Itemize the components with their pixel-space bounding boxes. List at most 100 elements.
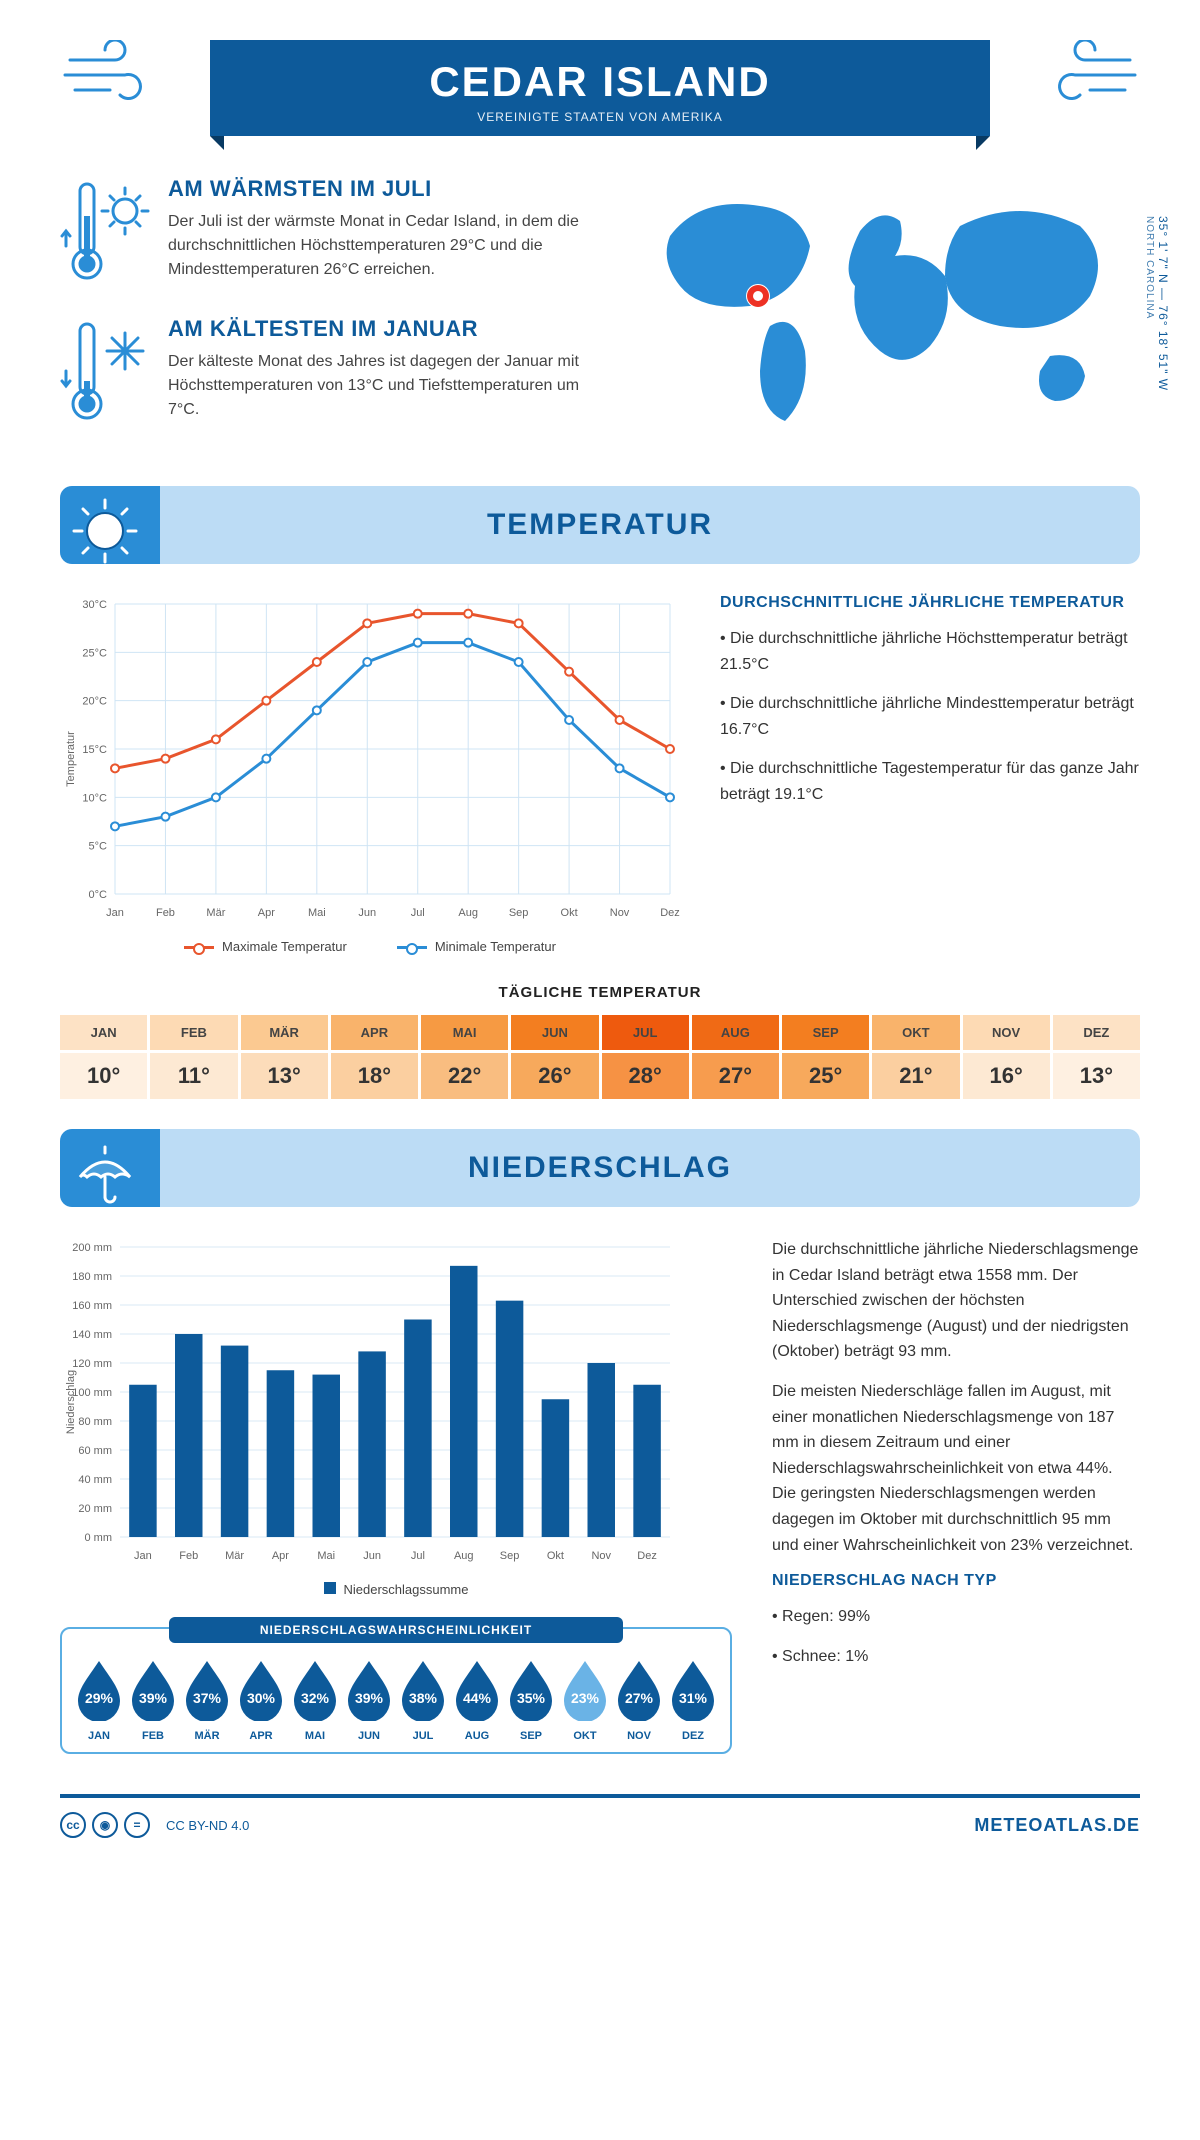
svg-text:Apr: Apr <box>258 907 275 919</box>
daily-head-cell: MAI <box>421 1015 508 1050</box>
svg-text:Okt: Okt <box>561 907 578 919</box>
precip-drop: 30%APR <box>234 1657 288 1742</box>
svg-text:37%: 37% <box>193 1690 222 1706</box>
daily-temp-title: TÄGLICHE TEMPERATUR <box>60 984 1140 1001</box>
svg-text:180 mm: 180 mm <box>72 1271 112 1283</box>
daily-head-cell: APR <box>331 1015 418 1050</box>
temp-legend: Maximale Temperatur Minimale Temperatur <box>60 939 680 954</box>
svg-text:Dez: Dez <box>660 907 680 919</box>
svg-text:Aug: Aug <box>454 1550 474 1562</box>
svg-text:0 mm: 0 mm <box>85 1532 113 1544</box>
svg-text:Nov: Nov <box>610 907 630 919</box>
daily-head-cell: JUL <box>602 1015 689 1050</box>
daily-value-cell: 11° <box>150 1053 237 1099</box>
svg-text:Sep: Sep <box>509 907 529 919</box>
warmest-fact: AM WÄRMSTEN IM JULI Der Juli ist der wär… <box>60 176 580 286</box>
svg-text:15°C: 15°C <box>82 744 107 756</box>
thermometer-hot-icon <box>60 176 150 286</box>
precip-drop: 39%JUN <box>342 1657 396 1742</box>
precip-drop: 39%FEB <box>126 1657 180 1742</box>
svg-text:Feb: Feb <box>156 907 175 919</box>
precip-drop: 27%NOV <box>612 1657 666 1742</box>
legend-min: Minimale Temperatur <box>435 939 556 954</box>
svg-text:Mai: Mai <box>317 1550 335 1562</box>
svg-text:23%: 23% <box>571 1690 600 1706</box>
temperature-title: TEMPERATUR <box>487 508 713 541</box>
header-row: CEDAR ISLAND VEREINIGTE STAATEN VON AMER… <box>60 40 1140 136</box>
svg-text:200 mm: 200 mm <box>72 1242 112 1254</box>
precip-drop: 35%SEP <box>504 1657 558 1742</box>
cc-icon: cc <box>60 1812 86 1838</box>
svg-text:40 mm: 40 mm <box>78 1474 112 1486</box>
svg-text:39%: 39% <box>355 1690 384 1706</box>
svg-text:Aug: Aug <box>458 907 478 919</box>
svg-text:0°C: 0°C <box>89 889 108 901</box>
precip-drop: 31%DEZ <box>666 1657 720 1742</box>
coldest-title: AM KÄLTESTEN IM JANUAR <box>168 316 580 342</box>
svg-text:Mär: Mär <box>225 1550 244 1562</box>
daily-value-cell: 22° <box>421 1053 508 1099</box>
precip-drop: 38%JUL <box>396 1657 450 1742</box>
svg-text:30°C: 30°C <box>82 599 107 611</box>
svg-text:100 mm: 100 mm <box>72 1387 112 1399</box>
daily-head-cell: NOV <box>963 1015 1050 1050</box>
daily-head-cell: FEB <box>150 1015 237 1050</box>
precip-type-head: NIEDERSCHLAG NACH TYP <box>772 1572 1140 1590</box>
world-map <box>620 176 1140 436</box>
svg-text:39%: 39% <box>139 1690 168 1706</box>
svg-text:Apr: Apr <box>272 1550 289 1562</box>
page-subtitle: VEREINIGTE STAATEN VON AMERIKA <box>210 110 990 124</box>
svg-text:Jan: Jan <box>106 907 124 919</box>
svg-text:Nov: Nov <box>591 1550 611 1562</box>
daily-value-cell: 10° <box>60 1053 147 1099</box>
daily-head-cell: SEP <box>782 1015 869 1050</box>
warmest-body: Der Juli ist der wärmste Monat in Cedar … <box>168 210 580 282</box>
svg-text:31%: 31% <box>679 1690 708 1706</box>
svg-text:80 mm: 80 mm <box>78 1416 112 1428</box>
daily-value-cell: 16° <box>963 1053 1050 1099</box>
svg-text:Feb: Feb <box>179 1550 198 1562</box>
svg-text:38%: 38% <box>409 1690 438 1706</box>
precipitation-title: NIEDERSCHLAG <box>468 1151 732 1184</box>
svg-text:5°C: 5°C <box>89 841 108 853</box>
cc-license: cc ◉ = CC BY-ND 4.0 <box>60 1812 249 1838</box>
daily-value-cell: 13° <box>241 1053 328 1099</box>
coord-state: NORTH CAROLINA <box>1144 216 1155 319</box>
temp-bullet-1: • Die durchschnittliche jährliche Höchst… <box>720 626 1140 677</box>
svg-text:120 mm: 120 mm <box>72 1358 112 1370</box>
svg-text:Jun: Jun <box>358 907 376 919</box>
page-title: CEDAR ISLAND <box>210 58 990 106</box>
daily-value-cell: 21° <box>872 1053 959 1099</box>
precip-type-1: • Regen: 99% <box>772 1604 1140 1630</box>
svg-text:20 mm: 20 mm <box>78 1503 112 1515</box>
warmest-title: AM WÄRMSTEN IM JULI <box>168 176 580 202</box>
precip-prob-title: NIEDERSCHLAGSWAHRSCHEINLICHKEIT <box>169 1617 623 1643</box>
svg-text:Temperatur: Temperatur <box>65 731 77 787</box>
coldest-fact: AM KÄLTESTEN IM JANUAR Der kälteste Mona… <box>60 316 580 426</box>
by-icon: ◉ <box>92 1812 118 1838</box>
temp-bullet-3: • Die durchschnittliche Tagestemperatur … <box>720 756 1140 807</box>
svg-text:Mär: Mär <box>206 907 225 919</box>
svg-text:Okt: Okt <box>547 1550 564 1562</box>
precip-probability-box: NIEDERSCHLAGSWAHRSCHEINLICHKEIT 29%JAN39… <box>60 1627 732 1754</box>
daily-value-cell: 13° <box>1053 1053 1140 1099</box>
temp-summary-heading: DURCHSCHNITTLICHE JÄHRLICHE TEMPERATUR <box>720 594 1140 612</box>
coldest-body: Der kälteste Monat des Jahres ist dagege… <box>168 350 580 422</box>
umbrella-icon <box>70 1139 140 1207</box>
precip-drop: 29%JAN <box>72 1657 126 1742</box>
footer: cc ◉ = CC BY-ND 4.0 METEOATLAS.DE <box>60 1794 1140 1838</box>
svg-text:Niederschlag: Niederschlag <box>65 1370 77 1434</box>
daily-value-cell: 28° <box>602 1053 689 1099</box>
svg-text:60 mm: 60 mm <box>78 1445 112 1457</box>
svg-text:140 mm: 140 mm <box>72 1329 112 1341</box>
svg-text:160 mm: 160 mm <box>72 1300 112 1312</box>
svg-text:Mai: Mai <box>308 907 326 919</box>
daily-head-cell: AUG <box>692 1015 779 1050</box>
svg-text:35%: 35% <box>517 1690 546 1706</box>
svg-text:44%: 44% <box>463 1690 492 1706</box>
daily-head-cell: JUN <box>511 1015 598 1050</box>
daily-head-cell: DEZ <box>1053 1015 1140 1050</box>
svg-text:Sep: Sep <box>500 1550 520 1562</box>
daily-value-cell: 18° <box>331 1053 418 1099</box>
coord-lat: 35° 1' 7" N <box>1156 216 1170 284</box>
